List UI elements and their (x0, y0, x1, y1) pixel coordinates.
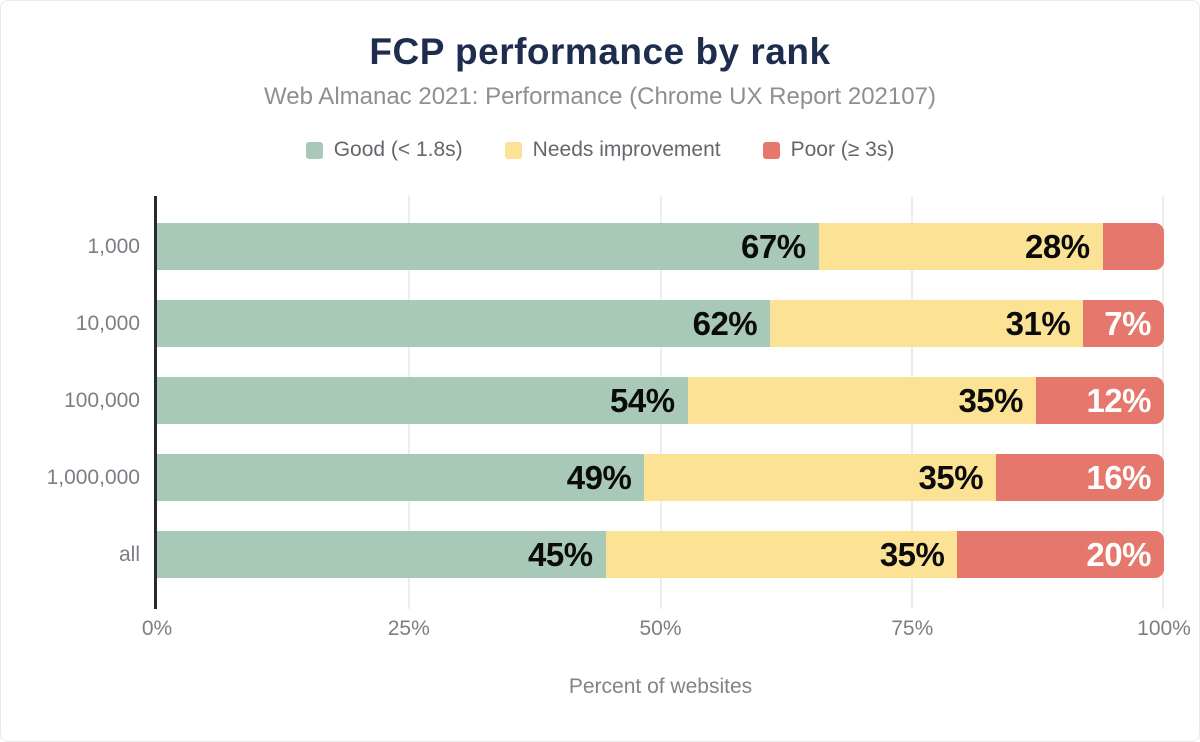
legend: Good (< 1.8s) Needs improvement Poor (≥ … (1, 137, 1199, 163)
legend-item-good: Good (< 1.8s) (305, 138, 463, 162)
x-tick-0: 0% (141, 617, 173, 640)
y-axis-label: 100,000 (64, 389, 140, 412)
bar-row-100000: 54% 35% 12% (157, 377, 1165, 424)
bar-row-10000: 62% 31% 7% (157, 300, 1164, 347)
bar-row-all: 45% 35% 20% (157, 531, 1164, 578)
bar-value-label: 62% (692, 304, 758, 342)
legend-label-poor: Poor (≥ 3s) (790, 138, 895, 161)
bar-segment-poor: 20% (957, 531, 1164, 578)
needs-improvement-swatch-icon (504, 141, 522, 159)
bar-value-label: 35% (918, 458, 984, 496)
bar-value-label: 12% (1086, 381, 1152, 419)
bar-segment-good: 67% (157, 223, 819, 270)
bar-segment-poor: 12% (1036, 377, 1165, 424)
x-axis-title: Percent of websites (568, 675, 753, 698)
bar-value-label: 7% (1104, 304, 1151, 342)
legend-item-needs-improvement: Needs improvement (504, 138, 721, 162)
bar-segment-needs-improvement: 28% (818, 223, 1103, 270)
chart-body: 1,000 10,000 100,000 1,000,000 all 67% 2… (1, 196, 1199, 609)
bar-segment-needs-improvement: 35% (687, 377, 1036, 424)
bar-value-label: 67% (741, 227, 806, 265)
y-axis: 1,000 10,000 100,000 1,000,000 all (1, 196, 154, 609)
chart-title: FCP performance by rank (369, 31, 831, 72)
bar-segment-good: 49% (157, 454, 645, 501)
legend-label-needs-improvement: Needs improvement (532, 138, 721, 161)
bar-value-label: 28% (1025, 227, 1090, 265)
poor-swatch-icon (762, 141, 780, 159)
x-tick-75: 75% (891, 617, 934, 640)
legend-item-poor: Poor (≥ 3s) (762, 138, 895, 162)
bar-segment-good: 54% (157, 377, 688, 424)
bar-value-label: 31% (1005, 304, 1071, 342)
bar-segment-poor: 7% (1083, 300, 1164, 347)
bar-segment-good: 62% (157, 300, 771, 347)
legend-label-good: Good (< 1.8s) (333, 138, 463, 161)
bar-segment-needs-improvement: 31% (770, 300, 1084, 347)
x-tick-50: 50% (639, 617, 682, 640)
plot-area: 67% 28% 62% 31% 7% 54% 35% 12% 49% 35% (154, 196, 1165, 609)
bar-segment-poor: 16% (996, 454, 1164, 501)
good-swatch-icon (305, 141, 323, 159)
chart-subtitle: Web Almanac 2021: Performance (Chrome UX… (264, 83, 936, 110)
bar-segment-poor (1102, 223, 1165, 270)
bar-value-label: 20% (1086, 535, 1151, 573)
bar-segment-good: 45% (157, 531, 606, 578)
bar-value-label: 45% (528, 535, 593, 573)
bar-row-1000000: 49% 35% 16% (157, 454, 1164, 501)
bar-value-label: 49% (566, 458, 632, 496)
y-axis-label: 1,000,000 (46, 466, 140, 489)
x-tick-100: 100% (1137, 617, 1191, 640)
y-axis-label: 1,000 (87, 235, 140, 258)
y-axis-label: 10,000 (75, 312, 140, 335)
bar-rows: 67% 28% 62% 31% 7% 54% 35% 12% 49% 35% (157, 196, 1165, 578)
bar-value-label: 16% (1086, 458, 1151, 496)
bar-row-1000: 67% 28% (157, 223, 1165, 270)
y-axis-label: all (118, 543, 140, 566)
bar-value-label: 35% (958, 381, 1023, 419)
bar-value-label: 35% (879, 535, 945, 573)
x-tick-25: 25% (387, 617, 430, 640)
bar-segment-needs-improvement: 35% (605, 531, 958, 578)
bar-segment-needs-improvement: 35% (644, 454, 997, 501)
bar-value-label: 54% (609, 381, 675, 419)
x-axis: 0% 25% 50% 75% 100% (142, 616, 1191, 642)
